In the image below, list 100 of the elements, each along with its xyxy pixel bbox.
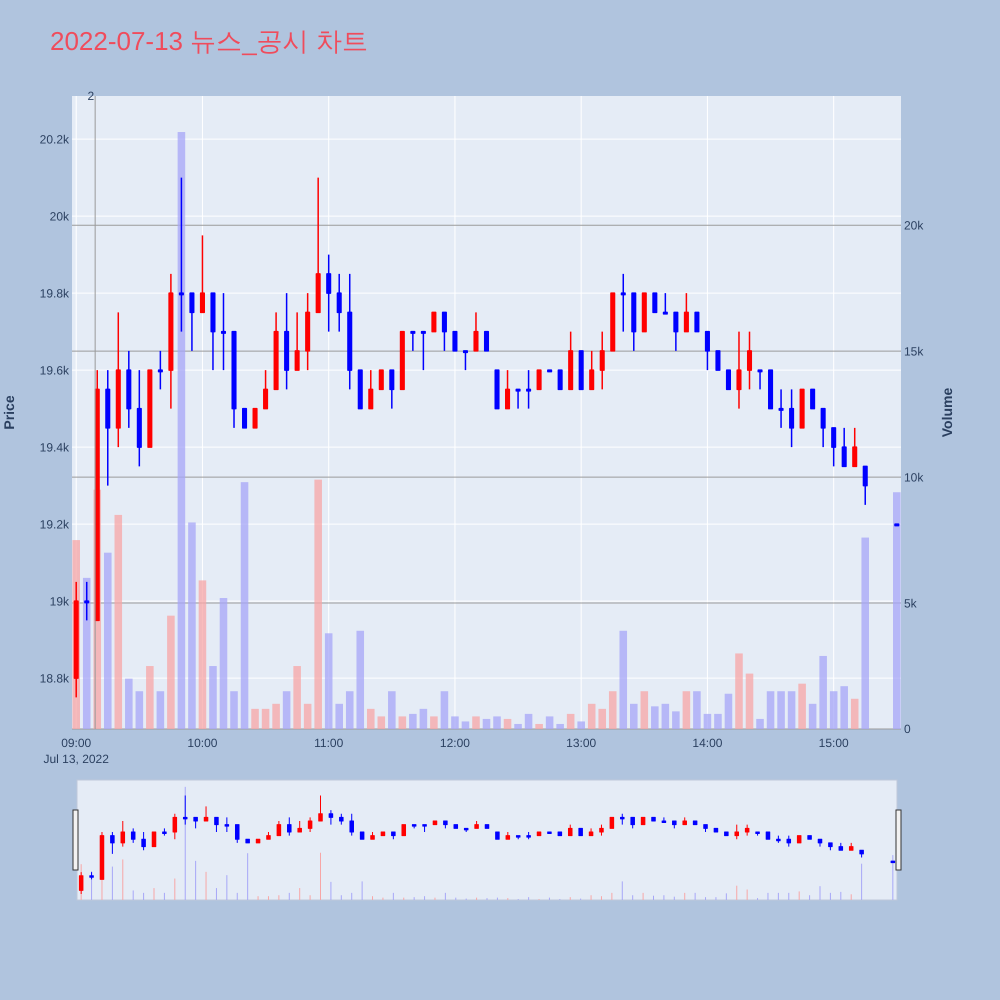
bar <box>672 711 680 729</box>
bar <box>598 708 606 729</box>
candlestick <box>347 273 352 390</box>
candlestick <box>746 330 752 390</box>
bar <box>114 514 122 729</box>
bar <box>198 580 206 729</box>
candlestick <box>326 254 332 332</box>
bar <box>82 578 91 729</box>
candlestick <box>442 312 447 352</box>
bar <box>314 480 322 729</box>
bar <box>808 704 816 729</box>
x-tick-label: 15:00 <box>818 736 850 750</box>
bar <box>788 691 796 729</box>
bar <box>651 706 659 729</box>
bar <box>462 721 470 729</box>
bar <box>493 716 501 729</box>
bar <box>608 691 617 729</box>
y2-tick-label: 20k <box>904 218 924 232</box>
x-tick-label: 09:00 Jul 13, 2022 <box>44 736 110 766</box>
bar <box>893 492 901 729</box>
bar <box>125 678 133 729</box>
bar <box>482 718 490 729</box>
bar <box>178 132 186 729</box>
candlestick <box>505 369 510 410</box>
candlestick <box>231 330 237 429</box>
y2-tick-label: 5k <box>904 596 918 610</box>
candlestick <box>389 369 394 410</box>
bar <box>282 691 290 729</box>
candlestick <box>316 176 321 314</box>
candlestick <box>620 273 626 332</box>
bar <box>398 716 406 729</box>
bar <box>682 691 690 729</box>
y-tick-label: 19.6k <box>40 363 70 378</box>
x-tick-label: 13:00 <box>566 736 597 750</box>
y-tick-label: 20.2k <box>40 132 70 146</box>
bar <box>546 716 554 729</box>
candlestick <box>789 388 794 448</box>
bar <box>514 724 522 729</box>
candlestick <box>852 427 858 468</box>
bar <box>535 724 543 729</box>
candlestick <box>294 312 300 371</box>
candlestick <box>368 369 374 410</box>
candlestick <box>84 581 90 622</box>
candlestick <box>516 388 521 410</box>
bar <box>577 721 585 729</box>
bar <box>524 714 532 729</box>
bar <box>230 691 238 729</box>
candlestick <box>200 234 205 314</box>
bar <box>420 708 428 729</box>
candlestick <box>263 369 268 410</box>
bar <box>640 691 648 729</box>
candlestick <box>136 369 142 468</box>
candlestick <box>189 292 194 352</box>
bar <box>356 630 364 729</box>
bar <box>272 704 280 729</box>
candlestick <box>210 292 216 371</box>
bar <box>209 666 217 729</box>
ref-line-label: 2 <box>87 89 94 103</box>
candlestick <box>600 330 605 390</box>
candlestick <box>116 312 121 448</box>
bar <box>366 708 375 729</box>
candlestick <box>673 312 678 352</box>
bar <box>693 691 701 729</box>
candlestick <box>410 330 416 352</box>
bar <box>472 716 480 729</box>
bar <box>735 653 743 729</box>
bar <box>704 714 712 729</box>
candlestick <box>462 350 468 371</box>
bar <box>293 666 301 729</box>
candlestick <box>704 330 710 371</box>
y-tick-label: 20k <box>50 209 70 224</box>
bar <box>619 630 628 729</box>
bar <box>220 598 228 729</box>
candlestick <box>274 312 279 390</box>
candlestick <box>547 369 552 372</box>
candlestick <box>684 292 689 332</box>
bar <box>504 718 512 729</box>
candlestick <box>220 292 226 371</box>
bar <box>388 691 396 729</box>
x-tick-label: 11:00 <box>314 736 344 750</box>
y-tick-label: 19.2k <box>40 517 70 532</box>
bar <box>766 691 774 729</box>
candlestick <box>589 350 594 390</box>
y-axis-title: Price <box>1 395 17 430</box>
bar <box>378 716 386 729</box>
y-tick-label: 19.4k <box>40 440 70 454</box>
bar <box>262 708 270 729</box>
bar <box>451 716 459 729</box>
bar <box>335 704 344 729</box>
bar <box>588 704 596 729</box>
candlestick <box>336 273 342 332</box>
bar <box>798 684 806 729</box>
bar <box>724 694 732 729</box>
candlestick <box>894 523 900 526</box>
bar <box>777 691 785 729</box>
y2-tick-label: 15k <box>904 344 924 358</box>
y2-tick-label: 10k <box>904 470 924 484</box>
bar <box>440 691 448 729</box>
candlestick <box>284 292 290 390</box>
candlestick <box>862 466 868 506</box>
